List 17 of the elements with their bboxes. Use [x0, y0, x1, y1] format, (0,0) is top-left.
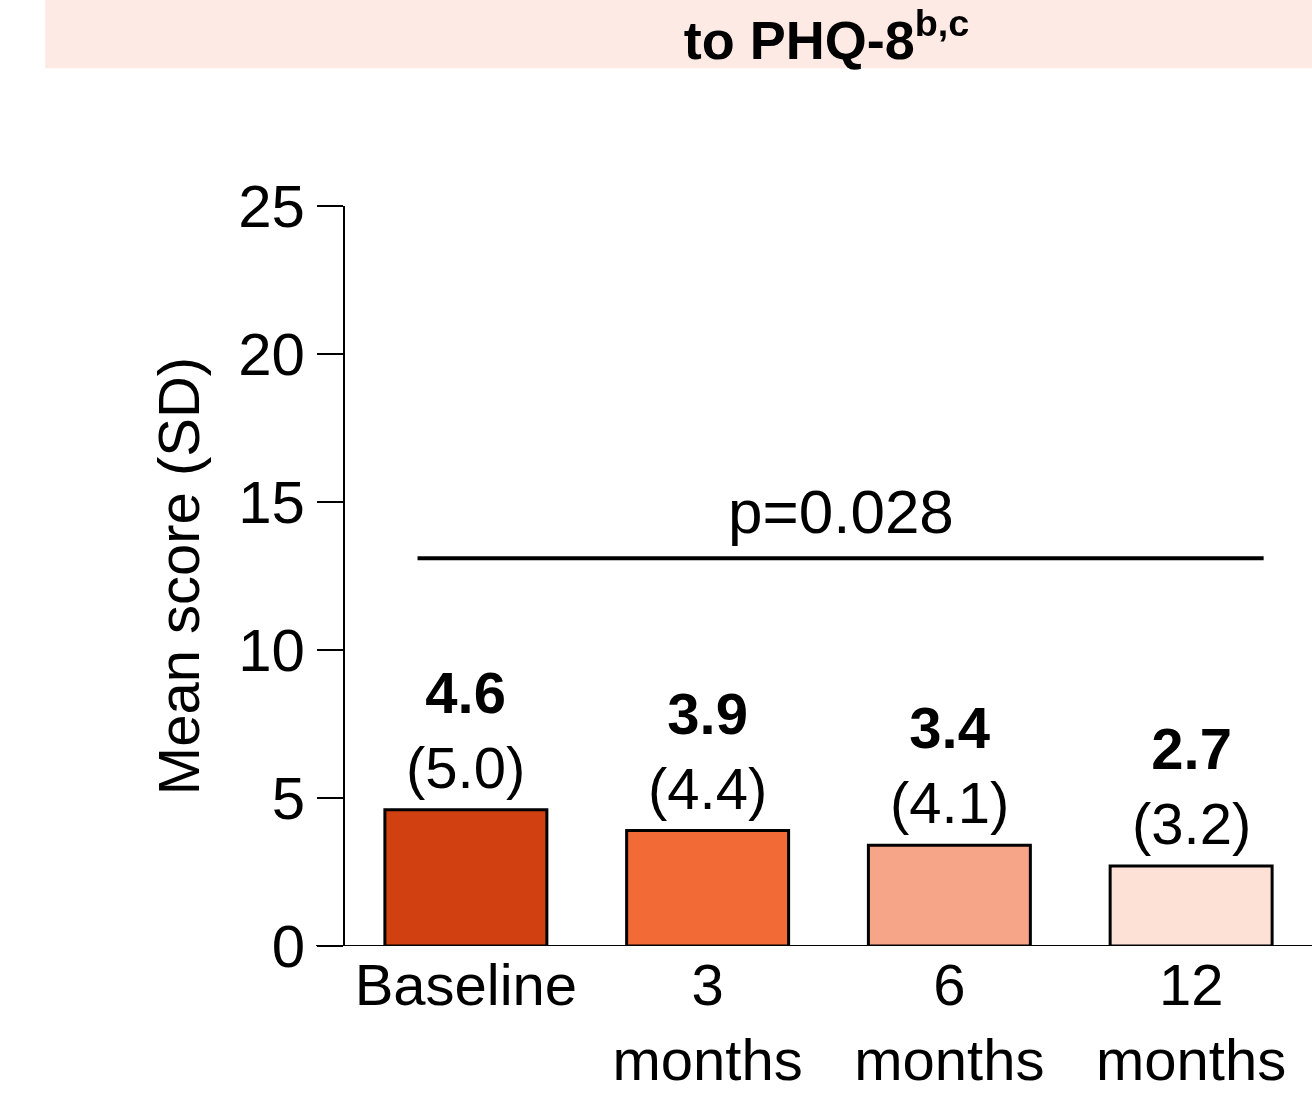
- chart-title: to PHQ-8$^{b,c}$: [683, 2, 970, 70]
- data-label: 4.6 (5.0): [406, 660, 526, 801]
- x-tick-label: 6 months: [854, 952, 1045, 1093]
- annotation: p=0.028: [728, 477, 954, 546]
- y-tick-label: 15: [238, 469, 305, 536]
- data-label: 3.4 (4.1): [890, 695, 1010, 836]
- y-tick-label: 20: [238, 321, 305, 388]
- data-label: 2.7 (3.2): [1132, 716, 1252, 857]
- x-tick-label: 12 months: [1096, 952, 1287, 1093]
- x-tick-label: Baseline: [354, 952, 578, 1017]
- y-tick-label: 25: [238, 173, 305, 240]
- y-tick-label: 10: [238, 617, 305, 684]
- y-tick-label: 5: [271, 765, 305, 832]
- y-axis-title: Mean score (SD): [145, 356, 211, 796]
- y-tick-label: 0: [271, 913, 305, 980]
- data-label: 3.9 (4.4): [648, 681, 768, 822]
- x-tick-label: 3 months: [612, 952, 803, 1093]
